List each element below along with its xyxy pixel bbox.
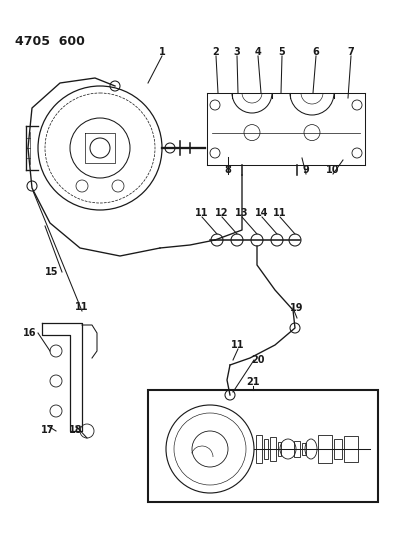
Text: 7: 7	[348, 47, 355, 57]
Bar	[302, 443, 306, 455]
Bar	[148, 390, 378, 502]
Text: 3: 3	[234, 47, 240, 57]
Text: 14: 14	[255, 208, 269, 218]
Text: 2: 2	[213, 47, 220, 57]
Text: 10: 10	[326, 165, 340, 175]
Text: 21: 21	[246, 377, 260, 387]
Text: 11: 11	[75, 302, 89, 312]
Bar	[264, 439, 268, 459]
Text: 15: 15	[45, 267, 59, 277]
Text: 18: 18	[69, 425, 83, 435]
Bar	[256, 435, 262, 463]
Text: 19: 19	[290, 303, 304, 313]
Text: 4: 4	[255, 47, 262, 57]
Text: 6: 6	[313, 47, 319, 57]
Text: 13: 13	[235, 208, 249, 218]
Bar	[318, 435, 332, 463]
Text: 11: 11	[273, 208, 287, 218]
Text: 11: 11	[231, 340, 245, 350]
Text: 9: 9	[303, 165, 309, 175]
Text: 12: 12	[215, 208, 229, 218]
Text: 20: 20	[251, 355, 265, 365]
Bar	[344, 436, 358, 462]
Text: 1: 1	[159, 47, 165, 57]
Bar	[270, 437, 276, 461]
Text: 16: 16	[23, 328, 37, 338]
Text: 5: 5	[279, 47, 285, 57]
Text: 11: 11	[195, 208, 209, 218]
Text: 4705  600: 4705 600	[15, 35, 85, 48]
Text: 17: 17	[41, 425, 55, 435]
Bar	[278, 442, 281, 456]
Text: 8: 8	[224, 165, 231, 175]
Bar	[294, 441, 300, 457]
Bar	[334, 439, 342, 459]
